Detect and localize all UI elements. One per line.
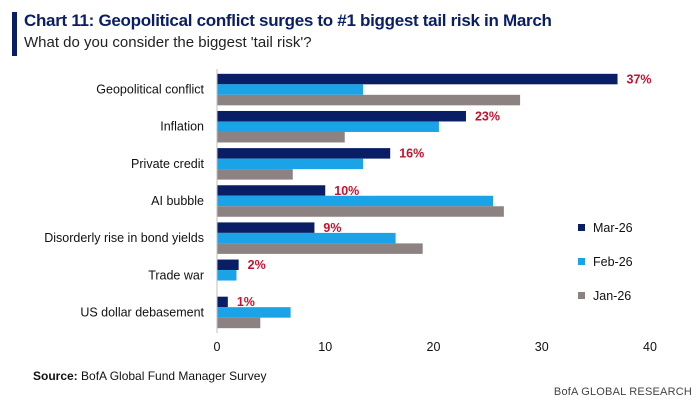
data-label: 1% <box>237 295 255 309</box>
category-labels: Geopolitical conflict Inflation Private cr… <box>44 83 204 320</box>
data-label: 9% <box>323 221 341 235</box>
source-text: BofA Global Fund Manager Survey <box>77 369 267 383</box>
category-label: AI bubble <box>151 194 204 208</box>
title-accent-bar <box>12 12 17 56</box>
data-label: 2% <box>248 258 266 272</box>
category-label: Geopolitical conflict <box>96 83 204 97</box>
bar-feb-26-3 <box>217 195 494 207</box>
legend-label: Mar-26 <box>593 221 633 235</box>
bar-mar-26-3 <box>217 185 326 196</box>
source-label: Source: <box>33 369 78 383</box>
bar-jan-26-2 <box>217 169 293 180</box>
x-tick-label: 30 <box>535 340 549 354</box>
category-label: US dollar debasement <box>80 305 204 319</box>
bar-feb-26-5 <box>217 270 237 281</box>
legend-swatch-jan-26 <box>578 292 585 299</box>
x-tick-label: 20 <box>427 340 441 354</box>
bar-jan-26-3 <box>217 206 504 217</box>
legend: Mar-26 Feb-26 Jan-26 <box>578 221 633 303</box>
bar-feb-26-4 <box>217 232 396 244</box>
bar-jan-26-0 <box>217 94 521 106</box>
bars-group <box>217 73 618 329</box>
bar-feb-26-6 <box>217 307 291 318</box>
bar-mar-26-0 <box>217 73 618 85</box>
category-label: Trade war <box>148 268 204 282</box>
bar-feb-26-1 <box>217 121 439 132</box>
bar-jan-26-1 <box>217 131 345 143</box>
data-label: 23% <box>475 109 500 123</box>
legend-label: Jan-26 <box>593 289 631 303</box>
branding-text: BofA GLOBAL RESEARCH <box>553 386 692 398</box>
category-label: Private credit <box>131 157 204 171</box>
data-label: 16% <box>399 147 424 161</box>
bar-jan-26-6 <box>217 317 261 329</box>
source-note: Source: BofA Global Fund Manager Survey <box>33 369 266 383</box>
legend-swatch-mar-26 <box>578 224 585 231</box>
data-labels: 37% 23% 16% 10% 9% 2% 1% <box>237 72 652 309</box>
bar-mar-26-6 <box>217 296 228 308</box>
data-label: 10% <box>334 184 359 198</box>
bar-mar-26-4 <box>217 222 315 233</box>
bar-feb-26-0 <box>217 84 364 95</box>
x-tick-label: 0 <box>214 340 221 354</box>
bar-mar-26-5 <box>217 259 239 271</box>
legend-swatch-feb-26 <box>578 258 585 265</box>
bar-feb-26-2 <box>217 158 364 170</box>
bar-jan-26-4 <box>217 243 423 254</box>
x-tick-label: 40 <box>643 340 657 354</box>
category-label: Disorderly rise in bond yields <box>44 231 204 245</box>
legend-label: Feb-26 <box>593 255 633 269</box>
x-tick-label: 10 <box>318 340 332 354</box>
bar-mar-26-1 <box>217 110 466 122</box>
category-label: Inflation <box>160 120 204 134</box>
chart-title: Chart 11: Geopolitical conflict surges t… <box>24 11 552 30</box>
bar-mar-26-2 <box>217 148 391 159</box>
chart-subtitle: What do you consider the biggest 'tail r… <box>24 34 312 51</box>
data-label: 37% <box>627 72 652 86</box>
x-axis: 0 10 20 30 40 <box>214 69 657 354</box>
